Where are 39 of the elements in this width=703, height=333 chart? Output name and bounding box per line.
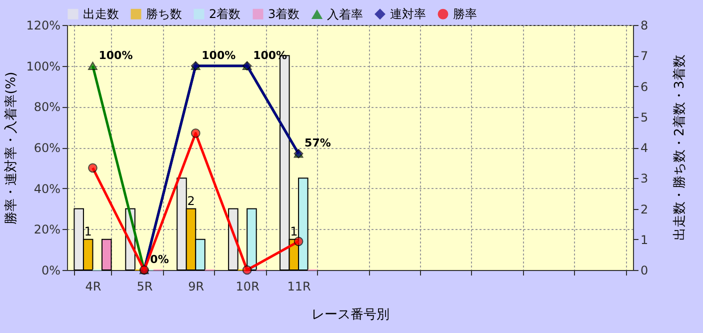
y-tick-label: 80%	[34, 100, 60, 114]
y2-tick-label: 2	[640, 202, 648, 216]
y2-tick-label: 0	[640, 264, 648, 278]
data-label: 2	[187, 194, 195, 208]
x-tick-label: 10R	[236, 280, 260, 294]
data-label: 100%	[202, 48, 236, 62]
data-label: 100%	[253, 48, 288, 62]
y2-tick-label: 3	[640, 172, 648, 186]
y2-tick-label: 1	[640, 232, 648, 247]
legend-label: 勝ち数	[146, 7, 182, 22]
y-axis-title: 勝率・連対率・入着率(%)	[3, 72, 20, 224]
x-tick-label: 11R	[287, 280, 311, 294]
y-tick-label: 100%	[26, 59, 60, 74]
y2-tick-label: 8	[640, 18, 648, 32]
legend-label: 連対率	[390, 7, 426, 22]
x-tick-label: 5R	[136, 280, 153, 294]
data-label: 0%	[150, 253, 169, 266]
x-tick-label: 9R	[188, 280, 204, 294]
y-tick-label: 60%	[34, 141, 60, 155]
legend-label: 3着数	[268, 7, 300, 22]
legend-label: 勝率	[453, 7, 477, 22]
y-tick-label: 120%	[26, 18, 60, 32]
legend-label: 入着率	[327, 7, 363, 22]
legend-label: 2着数	[209, 7, 241, 22]
data-label: 1	[290, 224, 298, 238]
y2-tick-label: 5	[640, 110, 648, 124]
data-label: 100%	[98, 48, 133, 62]
data-label: 1	[84, 224, 92, 238]
x-tick-label: 4R	[85, 280, 102, 294]
y2-axis-title: 出走数・勝ち数・2着数・3着数	[672, 54, 688, 240]
y2-tick-label: 7	[640, 49, 648, 64]
data-label: 57%	[304, 136, 331, 150]
y2-tick-label: 4	[640, 141, 648, 155]
legend-label: 出走数	[83, 7, 119, 22]
y-tick-label: 0%	[41, 264, 60, 278]
y-tick-label: 40%	[34, 182, 60, 196]
y-tick-label: 20%	[34, 222, 60, 237]
y2-tick-label: 6	[640, 80, 648, 94]
x-axis-title: レース番号別	[312, 308, 390, 322]
